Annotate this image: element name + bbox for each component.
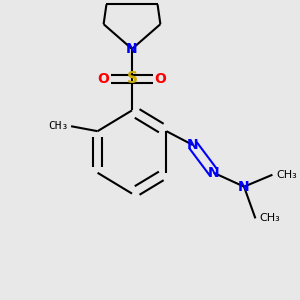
- Text: O: O: [98, 72, 109, 86]
- Text: N: N: [208, 166, 220, 180]
- Text: CH₃: CH₃: [259, 213, 280, 224]
- Text: N: N: [238, 180, 250, 194]
- Text: N: N: [126, 42, 138, 56]
- Text: N: N: [187, 138, 199, 152]
- Text: O: O: [154, 72, 166, 86]
- Text: CH₃: CH₃: [276, 170, 297, 180]
- Text: S: S: [127, 71, 137, 86]
- Text: CH₃: CH₃: [48, 121, 68, 131]
